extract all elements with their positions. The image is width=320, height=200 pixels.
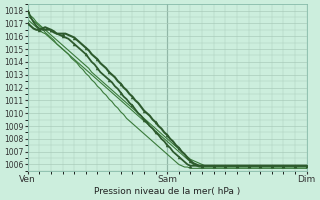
X-axis label: Pression niveau de la mer( hPa ): Pression niveau de la mer( hPa )	[94, 187, 240, 196]
